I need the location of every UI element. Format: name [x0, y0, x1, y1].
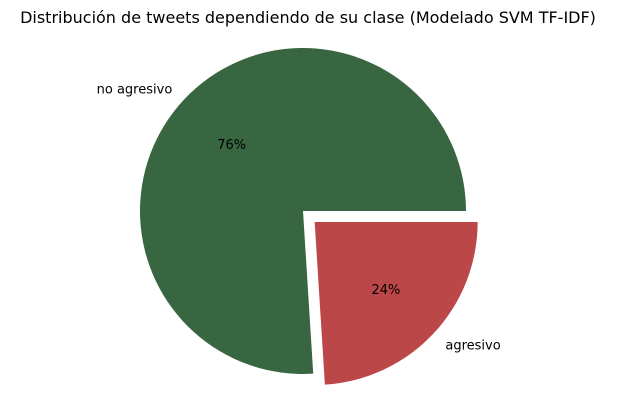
- pie-percent-label: 24%: [372, 283, 401, 298]
- pie-labels: 76% no agresivo 24% agresivo: [97, 82, 501, 353]
- pie-slice-label: agresivo: [445, 339, 500, 354]
- pie-slice-no-agresivo: [139, 47, 466, 375]
- pie-percent-label: 76%: [217, 138, 246, 153]
- pie-slice-agresivo: [314, 221, 478, 385]
- chart-title: Distribución de tweets dependiendo de su…: [20, 8, 596, 27]
- pie-slice-label: no agresivo: [97, 82, 173, 97]
- pie-slices: [139, 47, 478, 385]
